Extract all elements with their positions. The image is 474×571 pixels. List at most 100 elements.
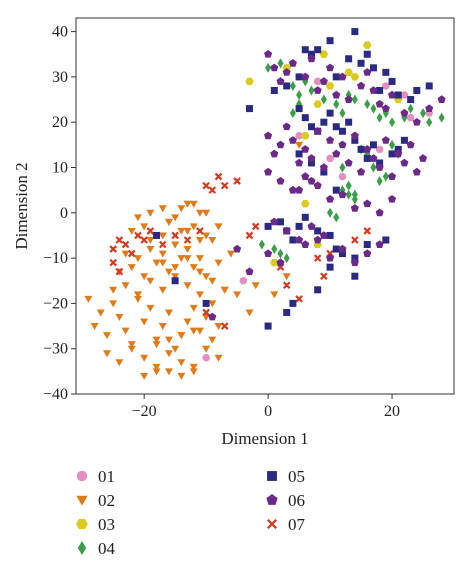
data-point-02 — [282, 273, 291, 281]
data-point-05 — [351, 254, 359, 262]
data-point-04 — [345, 189, 352, 200]
data-point-06 — [357, 81, 366, 90]
data-point-06 — [369, 154, 378, 162]
data-point-06 — [264, 131, 273, 140]
data-point-04 — [320, 94, 327, 105]
data-point-02 — [245, 309, 254, 317]
data-point-07 — [109, 258, 117, 267]
data-point-04 — [351, 94, 358, 105]
data-point-06 — [307, 222, 316, 230]
data-point-02 — [208, 236, 217, 244]
data-point-02 — [152, 368, 161, 376]
data-point-05 — [376, 159, 384, 167]
data-point-02 — [164, 218, 173, 226]
data-point-03 — [362, 41, 372, 49]
legend-label: 07 — [288, 515, 306, 534]
data-point-04 — [370, 162, 377, 173]
data-point-01 — [338, 172, 347, 181]
y-axis-label: Dimension 2 — [12, 162, 31, 249]
series-05 — [153, 28, 433, 330]
data-point-02 — [195, 291, 204, 299]
data-point-06 — [326, 194, 335, 203]
data-point-06 — [270, 217, 279, 226]
data-point-07 — [134, 231, 142, 240]
data-point-02 — [183, 282, 192, 290]
data-point-07 — [295, 295, 303, 303]
data-point-05 — [357, 145, 365, 153]
data-point-06 — [381, 136, 390, 144]
x-tick-label: −20 — [132, 403, 157, 420]
data-point-02 — [164, 309, 173, 317]
data-point-06 — [363, 145, 372, 153]
data-point-06 — [264, 249, 273, 258]
data-point-04 — [376, 176, 383, 187]
data-point-04 — [370, 103, 377, 114]
y-tick-label: 10 — [52, 159, 68, 176]
legend: 01 02 03 04 05 06 07 — [76, 467, 306, 558]
data-point-04 — [308, 85, 315, 96]
data-point-07 — [220, 181, 229, 190]
y-tick-label: −40 — [43, 386, 68, 403]
data-point-02 — [152, 259, 161, 267]
data-point-05 — [326, 231, 334, 239]
data-point-02 — [133, 214, 142, 222]
data-point-02 — [84, 295, 93, 303]
data-point-07 — [214, 172, 223, 181]
y-tick-label: −20 — [43, 295, 68, 312]
data-point-05 — [332, 123, 340, 131]
legend-marker-06 — [266, 494, 278, 505]
data-point-02 — [121, 282, 130, 290]
data-point-01 — [382, 82, 390, 90]
data-point-07 — [146, 227, 155, 235]
data-point-02 — [270, 291, 279, 299]
data-point-05 — [369, 141, 377, 149]
data-point-06 — [288, 136, 297, 144]
data-point-04 — [271, 244, 278, 255]
data-point-02 — [109, 286, 118, 294]
data-point-02 — [133, 255, 142, 263]
data-point-04 — [389, 139, 396, 150]
data-point-02 — [189, 363, 198, 371]
data-point-06 — [276, 140, 285, 149]
data-point-06 — [332, 90, 341, 99]
data-point-02 — [140, 372, 149, 380]
data-point-01 — [202, 354, 210, 362]
legend-item-05: 05 — [267, 467, 305, 486]
data-point-04 — [364, 99, 371, 110]
data-point-06 — [338, 72, 347, 81]
data-point-02 — [189, 368, 198, 376]
data-point-06 — [387, 194, 397, 203]
data-point-06 — [350, 131, 359, 140]
data-point-03 — [319, 50, 329, 58]
data-point-02 — [90, 323, 99, 331]
data-point-02 — [158, 286, 167, 294]
data-point-05 — [382, 236, 390, 244]
data-point-02 — [171, 345, 180, 353]
data-point-04 — [265, 62, 272, 73]
y-tick-label: 0 — [60, 205, 68, 222]
data-point-07 — [158, 240, 167, 249]
data-point-06 — [233, 244, 242, 253]
data-point-05 — [307, 50, 315, 58]
data-point-02 — [208, 336, 217, 344]
data-point-02 — [121, 327, 130, 335]
data-point-02 — [158, 323, 167, 331]
data-point-04 — [327, 207, 334, 218]
data-point-06 — [363, 199, 372, 208]
data-point-01 — [400, 91, 409, 99]
data-point-06 — [313, 235, 322, 244]
data-point-05 — [332, 186, 340, 194]
data-point-06 — [208, 312, 217, 321]
data-point-06 — [313, 127, 322, 135]
data-point-02 — [177, 227, 186, 235]
data-point-02 — [164, 268, 173, 276]
data-point-04 — [382, 171, 389, 182]
data-point-04 — [277, 248, 284, 259]
data-point-02 — [295, 141, 304, 149]
data-point-06 — [307, 154, 316, 162]
legend-label: 04 — [98, 539, 116, 558]
data-point-06 — [344, 158, 353, 167]
data-point-04 — [420, 108, 427, 119]
data-point-06 — [270, 149, 279, 158]
